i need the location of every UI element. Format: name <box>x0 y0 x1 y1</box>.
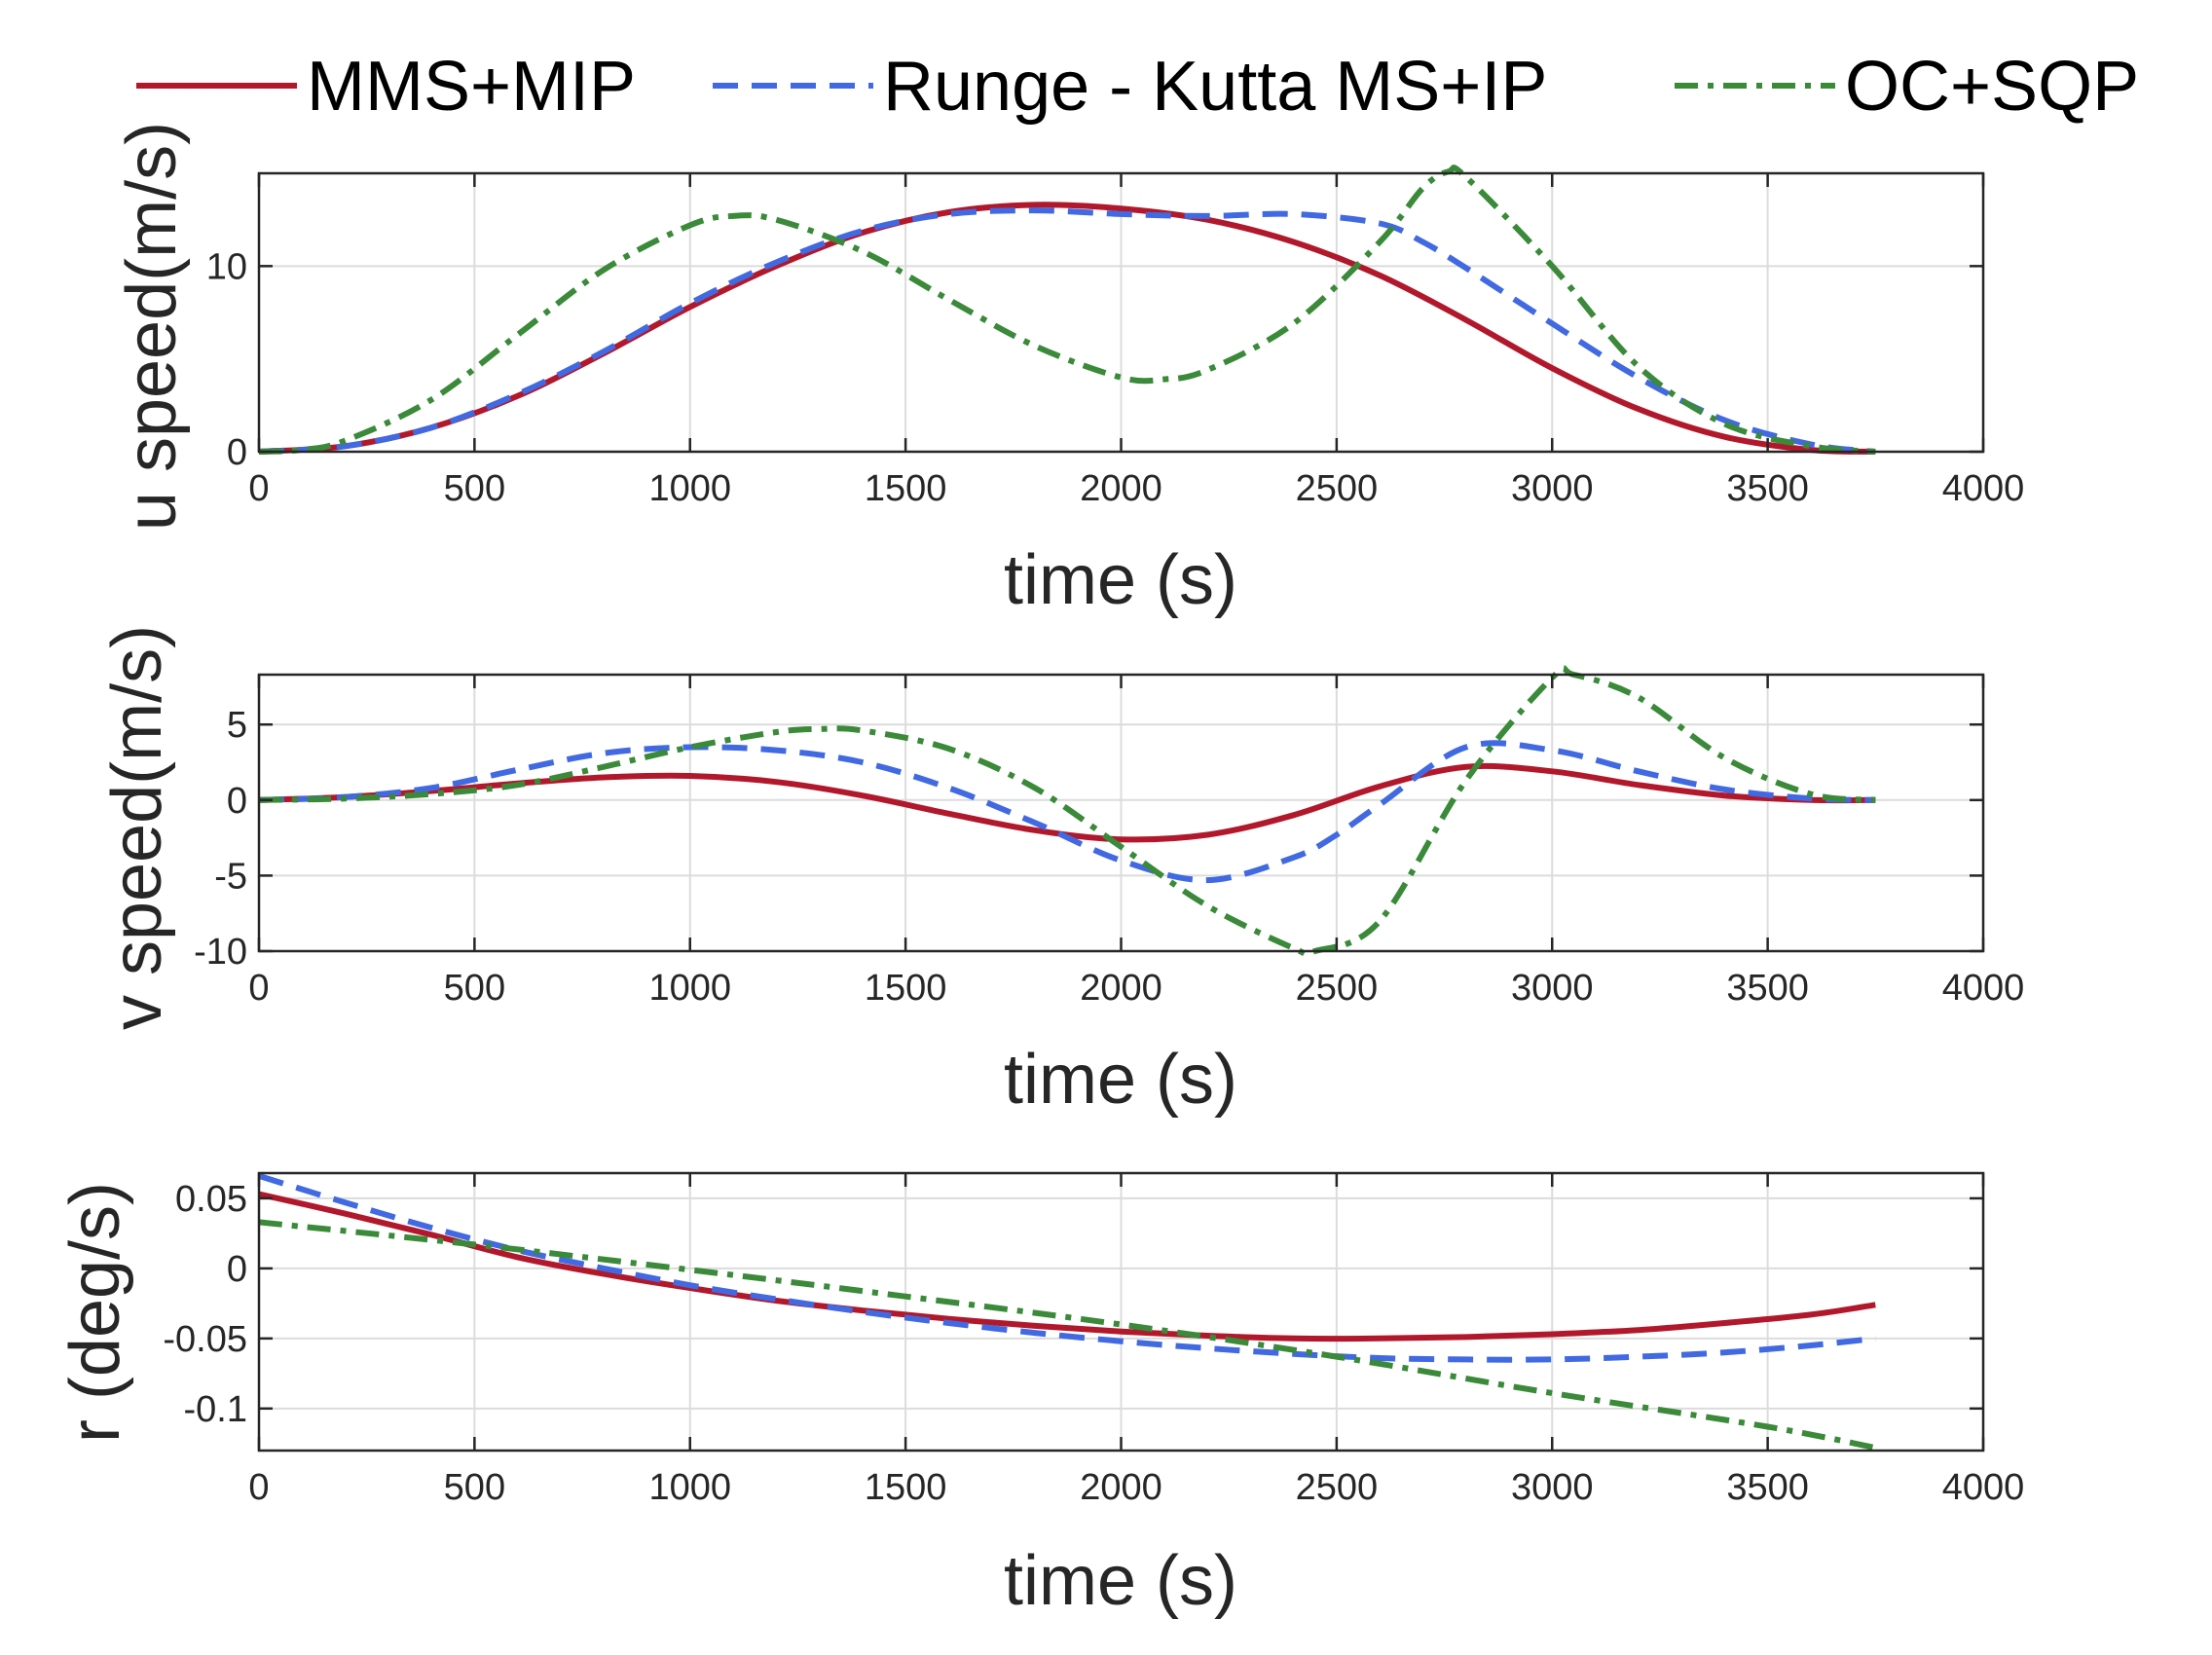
u-speed-x-tick-label: 2500 <box>1296 468 1379 509</box>
u-speed-x-tick-label: 500 <box>444 468 505 509</box>
r-rate-y-tick-label: -0.1 <box>184 1389 247 1430</box>
r-rate-x-tick-label: 3500 <box>1726 1467 1809 1508</box>
legend: MMS+MIP Runge - Kutta MS+IP OC+SQP <box>136 48 2139 126</box>
v-speed-chart: 0 500 1000 1500 2000 2500 3000 3500 4000-10-505 … <box>98 625 2024 1119</box>
legend-label-runge-kutta: Runge - Kutta MS+IP <box>883 48 1547 126</box>
u-speed-x-tick-label: 2000 <box>1080 468 1162 509</box>
r-rate-x-tick-label: 2500 <box>1296 1467 1379 1508</box>
r-rate-x-tick-label: 1500 <box>865 1467 947 1508</box>
legend-entry-mms-mip: MMS+MIP <box>136 48 636 126</box>
u-speed-x-tick-label: 1500 <box>865 468 947 509</box>
r-rate-x-tick-label: 1000 <box>648 1467 731 1508</box>
u-speed-x-axis-label: time (s) <box>1004 541 1237 619</box>
r-rate-x-tick-label: 500 <box>444 1467 505 1508</box>
v-speed-x-tick-label: 1500 <box>865 968 947 1009</box>
r-rate-series-mms-mip <box>258 1191 1876 1342</box>
u-speed-y-tick-label: 0 <box>227 432 247 473</box>
legend-entry-oc-sqp: OC+SQP <box>1675 48 2139 126</box>
u-speed-chart: 0 500 1000 1500 2000 2500 3000 3500 4000 0 10 time… <box>113 122 2024 619</box>
v-speed-x-axis-label: time (s) <box>1004 1041 1237 1119</box>
legend-entry-runge-kutta: Runge - Kutta MS+IP <box>713 48 1547 126</box>
r-rate-x-tick-label: 0 <box>248 1467 269 1508</box>
v-speed-y-tick-label: -5 <box>214 856 247 897</box>
v-speed-y-tick-label: 5 <box>227 705 247 746</box>
u-speed-x-tick-label: 3500 <box>1726 468 1809 509</box>
legend-label-mms-mip: MMS+MIP <box>307 48 636 126</box>
v-speed-series-runge-kutta-ms-ip <box>258 740 1876 884</box>
v-speed-x-tick-label: 500 <box>444 968 505 1009</box>
r-rate-y-tick-label: 0.05 <box>175 1179 247 1220</box>
legend-label-oc-sqp: OC+SQP <box>1845 48 2139 126</box>
v-speed-y-tick-label: 0 <box>227 781 247 822</box>
r-rate-y-axis-label: r (deg/s) <box>56 1182 134 1443</box>
r-rate-x-axis-label: time (s) <box>1004 1542 1237 1620</box>
u-speed-x-tick-label: 0 <box>248 468 269 509</box>
u-speed-y-tick-label: 10 <box>206 246 247 287</box>
r-rate-y-tick-label: -0.05 <box>163 1319 247 1360</box>
v-speed-x-tick-label: 2000 <box>1080 968 1162 1009</box>
u-speed-series-oc-sqp <box>258 165 1876 455</box>
r-rate-series-oc-sqp <box>258 1219 1876 1452</box>
v-speed-x-tick-label: 4000 <box>1942 968 2025 1009</box>
r-rate-chart: 0 500 1000 1500 2000 2500 3000 3500 4000 -0.1 -0.0… <box>56 1171 2025 1620</box>
u-speed-y-axis-label: u speed(m/s) <box>113 122 191 531</box>
r-rate-y-tick-label: 0 <box>227 1249 247 1290</box>
v-speed-x-tick-label: 3000 <box>1511 968 1594 1009</box>
r-rate-x-tick-label: 4000 <box>1942 1467 2025 1508</box>
u-speed-x-tick-label: 1000 <box>648 468 731 509</box>
r-rate-x-tick-label: 2000 <box>1080 1467 1162 1508</box>
v-speed-x-tick-label: 1000 <box>648 968 731 1009</box>
r-rate-x-tick-label: 3000 <box>1511 1467 1594 1508</box>
v-speed-x-tick-label: 0 <box>248 968 269 1009</box>
v-speed-x-tick-label: 3500 <box>1726 968 1809 1009</box>
u-speed-x-tick-label: 4000 <box>1942 468 2025 509</box>
v-speed-y-tick-label: -10 <box>194 932 247 973</box>
u-speed-x-tick-label: 3000 <box>1511 468 1594 509</box>
v-speed-y-axis-label: v speed(m/s) <box>98 625 176 1030</box>
v-speed-x-tick-label: 2500 <box>1296 968 1379 1009</box>
r-rate-series-runge-kutta-ms-ip <box>258 1173 1876 1363</box>
u-speed-series-runge-kutta-ms-ip <box>258 207 1876 455</box>
